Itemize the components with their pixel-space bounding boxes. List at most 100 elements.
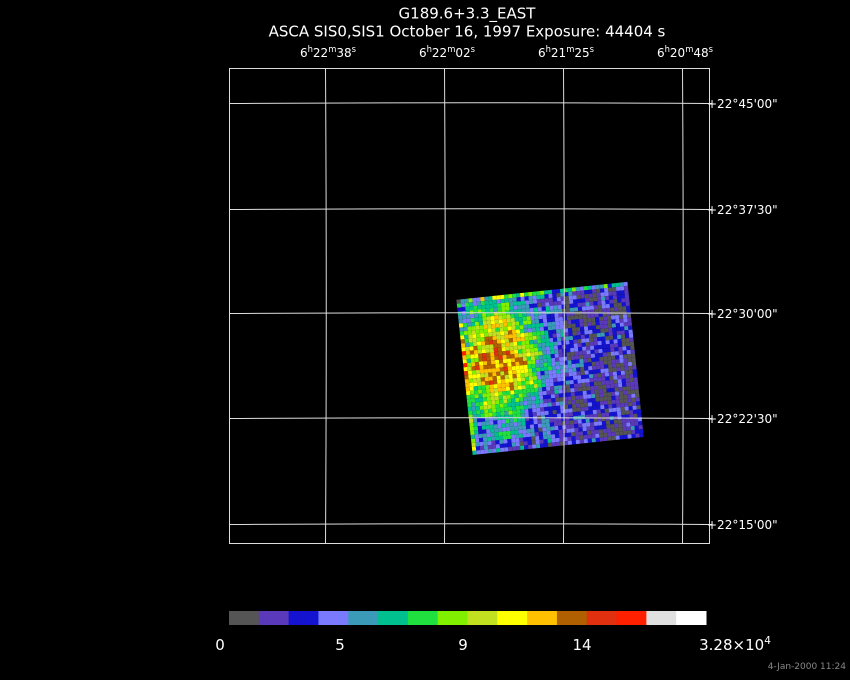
pixel	[532, 412, 537, 417]
pixel	[636, 409, 642, 414]
pixel	[499, 367, 505, 372]
pixel	[508, 414, 514, 419]
pixel	[470, 398, 476, 403]
pixel	[523, 437, 528, 442]
pixel	[526, 352, 531, 357]
pixel	[627, 321, 633, 327]
pixel	[534, 431, 540, 437]
pixel	[473, 305, 478, 311]
pixel	[625, 297, 630, 303]
pixel	[534, 311, 539, 316]
pixel	[556, 329, 561, 334]
pixel	[518, 357, 524, 362]
pixel	[521, 425, 527, 430]
pixel	[567, 404, 573, 409]
pixel	[582, 426, 587, 432]
pixel	[544, 298, 550, 303]
pixel	[593, 421, 599, 427]
pixel	[512, 410, 517, 415]
pixel	[503, 362, 508, 368]
pixel	[591, 325, 597, 330]
pixel	[497, 343, 502, 348]
pixel	[590, 353, 596, 359]
pixel	[503, 399, 508, 404]
pixel	[622, 422, 627, 428]
pixel	[615, 282, 620, 288]
pixel	[545, 418, 550, 424]
grid-line	[229, 102, 710, 104]
pixel	[580, 366, 585, 372]
pixel	[548, 333, 553, 339]
pixel	[630, 425, 635, 431]
pixel	[523, 368, 529, 374]
pixel	[565, 384, 571, 389]
pixel	[589, 422, 595, 427]
pixel	[481, 304, 486, 310]
pixel	[629, 337, 634, 342]
pixel	[615, 431, 620, 436]
pixel	[615, 395, 620, 400]
pixel	[540, 374, 546, 380]
pixel	[622, 346, 627, 351]
pixel	[497, 383, 502, 388]
pixel	[578, 387, 583, 392]
pixel	[505, 386, 511, 392]
pixel	[588, 410, 594, 415]
pixel	[502, 354, 507, 360]
pixel	[527, 404, 533, 409]
pixel	[475, 446, 481, 451]
pixel	[581, 342, 586, 347]
grid-line	[229, 417, 710, 419]
pixel	[551, 438, 556, 443]
pixel	[494, 315, 499, 320]
pixel	[469, 382, 474, 387]
pixel	[591, 357, 596, 363]
pixel	[520, 300, 526, 306]
pixel	[539, 363, 544, 368]
pixel	[499, 323, 504, 328]
pixel	[474, 361, 480, 367]
text-part: 6	[300, 46, 308, 60]
pixel	[520, 373, 525, 378]
pixel	[506, 394, 511, 400]
pixel	[482, 397, 488, 402]
pixel	[538, 387, 543, 392]
pixel	[524, 372, 529, 378]
pixel	[457, 307, 462, 312]
pixel	[504, 294, 509, 299]
pixel	[468, 378, 474, 383]
pixel	[555, 288, 561, 294]
pixel	[531, 323, 536, 329]
pixel	[613, 379, 618, 384]
pixel	[549, 378, 554, 383]
pixel	[546, 314, 551, 319]
pixel	[484, 449, 489, 454]
pixel	[485, 312, 491, 317]
pixel	[523, 404, 529, 410]
pixel	[493, 383, 498, 389]
pixel	[543, 398, 548, 404]
pixel	[498, 427, 503, 433]
pixel	[535, 363, 540, 368]
pixel	[506, 434, 512, 440]
pixel	[576, 294, 581, 300]
pixel	[592, 365, 597, 370]
pixel	[583, 362, 589, 367]
pixel	[547, 289, 553, 295]
pixel	[514, 434, 520, 439]
pixel	[566, 356, 572, 361]
superscript: h	[308, 44, 313, 54]
pixel	[599, 360, 604, 366]
xray-image	[456, 281, 644, 455]
pixel	[523, 441, 528, 446]
pixel	[512, 446, 517, 451]
pixel	[617, 415, 622, 420]
pixel	[575, 395, 580, 400]
pixel	[617, 378, 622, 384]
pixel	[472, 333, 477, 339]
text-part: 25	[574, 46, 589, 60]
pixel	[516, 409, 521, 415]
pixel	[467, 402, 472, 408]
pixel	[605, 299, 610, 305]
pixel	[522, 320, 528, 325]
